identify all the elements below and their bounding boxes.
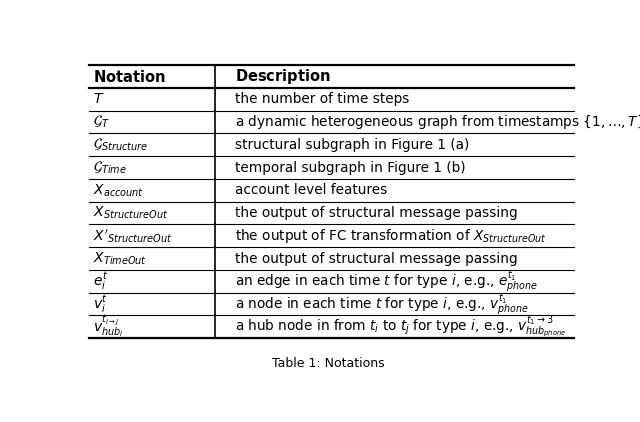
Text: $X'_{StructureOut}$: $X'_{StructureOut}$ (93, 227, 172, 245)
Text: Table 1: Notations: Table 1: Notations (272, 357, 384, 370)
Text: a hub node in from $t_i$ to $t_j$ for type $i$, e.g., $v^{t_{1}\rightarrow 3}_{h: a hub node in from $t_i$ to $t_j$ for ty… (236, 314, 566, 340)
Text: $\mathcal{G}_{Time}$: $\mathcal{G}_{Time}$ (93, 160, 127, 176)
Text: the output of structural message passing: the output of structural message passing (236, 206, 518, 220)
Text: $T$: $T$ (93, 92, 104, 106)
Text: $\mathcal{G}_{T}$: $\mathcal{G}_{T}$ (93, 114, 109, 130)
Text: the number of time steps: the number of time steps (236, 92, 410, 106)
Text: $X_{TimeOut}$: $X_{TimeOut}$ (93, 250, 147, 267)
Text: a node in each time $t$ for type $i$, e.g., $v^{t_1}_{phone}$: a node in each time $t$ for type $i$, e.… (236, 292, 529, 316)
Text: $\mathbf{Notation}$: $\mathbf{Notation}$ (93, 69, 166, 85)
Text: $v^{t}_{i}$: $v^{t}_{i}$ (93, 293, 108, 315)
Text: $X_{StructureOut}$: $X_{StructureOut}$ (93, 205, 168, 221)
Text: $\mathcal{G}_{Structure}$: $\mathcal{G}_{Structure}$ (93, 137, 148, 153)
Text: the output of FC transformation of $X_{StructureOut}$: the output of FC transformation of $X_{S… (236, 227, 547, 245)
Text: a dynamic heterogeneous graph from timestamps $\{1,\ldots,T\}$: a dynamic heterogeneous graph from times… (236, 113, 640, 131)
Text: the output of structural message passing: the output of structural message passing (236, 252, 518, 265)
Text: $X_{account}$: $X_{account}$ (93, 182, 144, 199)
Text: structural subgraph in Figure 1 (a): structural subgraph in Figure 1 (a) (236, 138, 470, 152)
Text: $v^{t_{i\rightarrow j}}_{hub_{i}}$: $v^{t_{i\rightarrow j}}_{hub_{i}}$ (93, 314, 124, 340)
Text: temporal subgraph in Figure 1 (b): temporal subgraph in Figure 1 (b) (236, 161, 466, 175)
Text: $e^{t}_{i}$: $e^{t}_{i}$ (93, 271, 108, 292)
Text: $\mathbf{Description}$: $\mathbf{Description}$ (236, 67, 331, 86)
Text: an edge in each time $t$ for type $i$, e.g., $e^{t_1}_{phone}$: an edge in each time $t$ for type $i$, e… (236, 269, 538, 294)
Text: account level features: account level features (236, 184, 387, 197)
